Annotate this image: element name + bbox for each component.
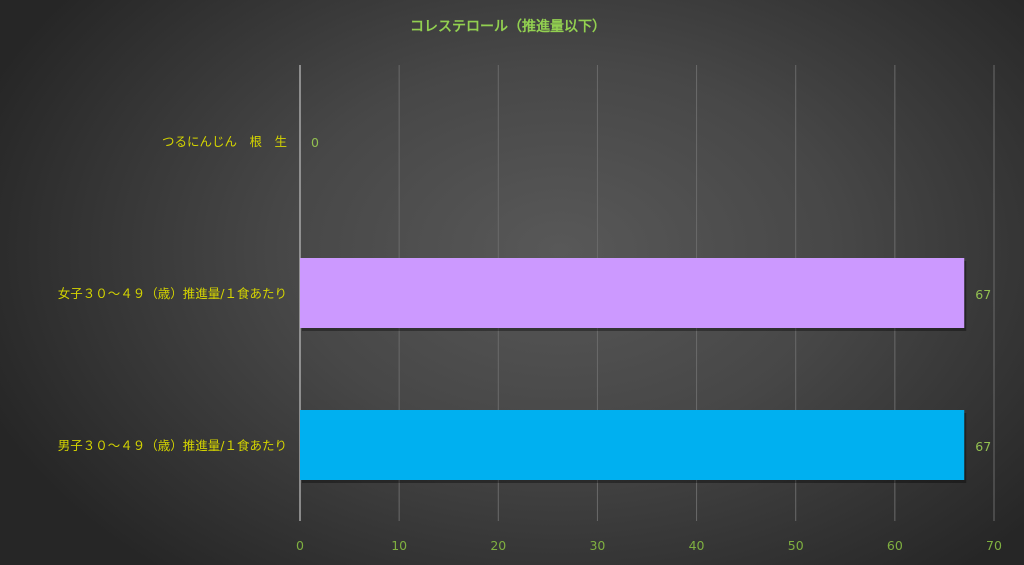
x-tick-label: 20: [490, 538, 506, 553]
category-label: つるにんじん 根 生: [162, 134, 287, 149]
category-label: 女子３０～４９（歳）推進量/１食あたり: [58, 286, 287, 301]
x-tick-label: 40: [689, 538, 705, 553]
bar: [300, 258, 965, 328]
data-label: 67: [975, 287, 991, 302]
x-tick-label: 60: [887, 538, 903, 553]
category-label: 男子３０～４９（歳）推進量/１食あたり: [58, 438, 287, 453]
x-tick-label: 70: [986, 538, 1002, 553]
x-tick-label: 10: [391, 538, 407, 553]
data-label: 0: [311, 135, 319, 150]
x-tick-label: 50: [788, 538, 804, 553]
x-tick-label: 0: [296, 538, 304, 553]
chart-title: コレステロール（推進量以下）: [410, 18, 606, 35]
bar: [300, 410, 965, 480]
x-tick-label: 30: [589, 538, 605, 553]
data-label: 67: [975, 439, 991, 454]
